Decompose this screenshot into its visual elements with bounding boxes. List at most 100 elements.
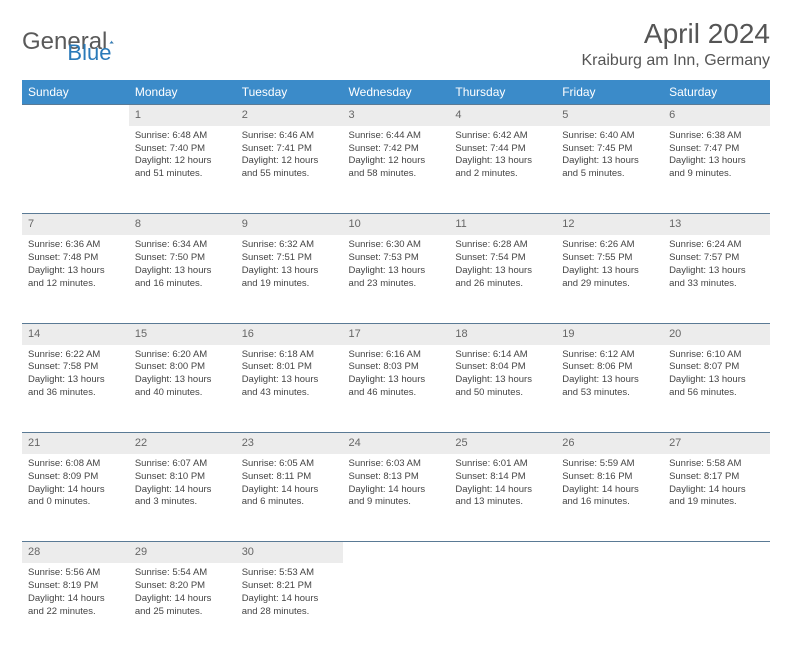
daylight-text: Daylight: 14 hours and 9 minutes. bbox=[349, 484, 444, 510]
sunrise-text: Sunrise: 6:10 AM bbox=[669, 349, 764, 362]
sunset-text: Sunset: 7:58 PM bbox=[28, 361, 123, 374]
weekday-header: Monday bbox=[129, 80, 236, 105]
week-row: Sunrise: 6:22 AMSunset: 7:58 PMDaylight:… bbox=[22, 345, 770, 433]
day-number: 19 bbox=[556, 323, 663, 344]
day-cell: Sunrise: 6:10 AMSunset: 8:07 PMDaylight:… bbox=[663, 345, 770, 433]
daylight-text: Daylight: 13 hours and 26 minutes. bbox=[455, 265, 550, 291]
daylight-text: Daylight: 14 hours and 16 minutes. bbox=[562, 484, 657, 510]
sunrise-text: Sunrise: 6:32 AM bbox=[242, 239, 337, 252]
day-cell: Sunrise: 6:08 AMSunset: 8:09 PMDaylight:… bbox=[22, 454, 129, 542]
day-number: 23 bbox=[236, 433, 343, 454]
sunrise-text: Sunrise: 6:16 AM bbox=[349, 349, 444, 362]
day-cell: Sunrise: 6:14 AMSunset: 8:04 PMDaylight:… bbox=[449, 345, 556, 433]
sunrise-text: Sunrise: 5:56 AM bbox=[28, 567, 123, 580]
day-number: 8 bbox=[129, 214, 236, 235]
daylight-text: Daylight: 13 hours and 36 minutes. bbox=[28, 374, 123, 400]
day-cell: Sunrise: 6:34 AMSunset: 7:50 PMDaylight:… bbox=[129, 235, 236, 323]
sunrise-text: Sunrise: 6:20 AM bbox=[135, 349, 230, 362]
day-number: 21 bbox=[22, 433, 129, 454]
weekday-header-row: SundayMondayTuesdayWednesdayThursdayFrid… bbox=[22, 80, 770, 105]
day-cell: Sunrise: 6:03 AMSunset: 8:13 PMDaylight:… bbox=[343, 454, 450, 542]
sunset-text: Sunset: 7:54 PM bbox=[455, 252, 550, 265]
sunrise-text: Sunrise: 5:59 AM bbox=[562, 458, 657, 471]
daylight-text: Daylight: 13 hours and 9 minutes. bbox=[669, 155, 764, 181]
sunset-text: Sunset: 8:01 PM bbox=[242, 361, 337, 374]
sunrise-text: Sunrise: 6:24 AM bbox=[669, 239, 764, 252]
day-number: 29 bbox=[129, 542, 236, 563]
day-cell: Sunrise: 6:38 AMSunset: 7:47 PMDaylight:… bbox=[663, 126, 770, 214]
sunset-text: Sunset: 7:50 PM bbox=[135, 252, 230, 265]
day-cell: Sunrise: 6:32 AMSunset: 7:51 PMDaylight:… bbox=[236, 235, 343, 323]
day-cell: Sunrise: 6:46 AMSunset: 7:41 PMDaylight:… bbox=[236, 126, 343, 214]
header: General Blue April 2024 Kraiburg am Inn,… bbox=[22, 18, 770, 70]
day-number-row: 21222324252627 bbox=[22, 433, 770, 454]
sunset-text: Sunset: 8:03 PM bbox=[349, 361, 444, 374]
day-number: 28 bbox=[22, 542, 129, 563]
day-number: 20 bbox=[663, 323, 770, 344]
logo: General Blue bbox=[22, 18, 111, 66]
day-number: 12 bbox=[556, 214, 663, 235]
day-number: 27 bbox=[663, 433, 770, 454]
daylight-text: Daylight: 13 hours and 46 minutes. bbox=[349, 374, 444, 400]
daylight-text: Daylight: 13 hours and 5 minutes. bbox=[562, 155, 657, 181]
sunrise-text: Sunrise: 6:42 AM bbox=[455, 130, 550, 143]
daylight-text: Daylight: 14 hours and 6 minutes. bbox=[242, 484, 337, 510]
sunrise-text: Sunrise: 6:36 AM bbox=[28, 239, 123, 252]
day-cell: Sunrise: 5:58 AMSunset: 8:17 PMDaylight:… bbox=[663, 454, 770, 542]
day-number bbox=[663, 542, 770, 563]
week-row: Sunrise: 6:36 AMSunset: 7:48 PM Daylight:… bbox=[22, 235, 770, 323]
sunrise-text: Sunrise: 6:03 AM bbox=[349, 458, 444, 471]
daylight-text: Daylight: 14 hours and 22 minutes. bbox=[28, 593, 123, 619]
sunrise-text: Sunrise: 6:34 AM bbox=[135, 239, 230, 252]
daylight-text: Daylight: 14 hours and 13 minutes. bbox=[455, 484, 550, 510]
sunrise-text: Sunrise: 6:08 AM bbox=[28, 458, 123, 471]
daylight-text: Daylight: 13 hours and 23 minutes. bbox=[349, 265, 444, 291]
sunrise-text: Sunrise: 6:46 AM bbox=[242, 130, 337, 143]
sunset-text: Sunset: 8:14 PM bbox=[455, 471, 550, 484]
sunset-text: Sunset: 7:51 PM bbox=[242, 252, 337, 265]
daylight-text: Daylight: 13 hours and 56 minutes. bbox=[669, 374, 764, 400]
daylight-text: Daylight: 14 hours and 28 minutes. bbox=[242, 593, 337, 619]
day-cell bbox=[556, 563, 663, 651]
day-number: 9 bbox=[236, 214, 343, 235]
day-cell: Sunrise: 5:59 AMSunset: 8:16 PMDaylight:… bbox=[556, 454, 663, 542]
weekday-header: Tuesday bbox=[236, 80, 343, 105]
day-number: 15 bbox=[129, 323, 236, 344]
day-number bbox=[449, 542, 556, 563]
sunset-text: Sunset: 7:44 PM bbox=[455, 143, 550, 156]
sunset-text: Sunset: 8:16 PM bbox=[562, 471, 657, 484]
daylight-text: Daylight: 13 hours and 43 minutes. bbox=[242, 374, 337, 400]
sunrise-text: Sunrise: 5:53 AM bbox=[242, 567, 337, 580]
daylight-text: Daylight: 13 hours and 33 minutes. bbox=[669, 265, 764, 291]
sunset-text: Sunset: 7:47 PM bbox=[669, 143, 764, 156]
sunset-text: Sunset: 7:48 PM bbox=[28, 252, 123, 265]
sunset-text: Sunset: 7:55 PM bbox=[562, 252, 657, 265]
day-cell: Sunrise: 6:48 AMSunset: 7:40 PMDaylight:… bbox=[129, 126, 236, 214]
day-number: 26 bbox=[556, 433, 663, 454]
location: Kraiburg am Inn, Germany bbox=[581, 52, 770, 70]
day-cell: Sunrise: 6:40 AMSunset: 7:45 PMDaylight:… bbox=[556, 126, 663, 214]
day-number: 13 bbox=[663, 214, 770, 235]
day-number-row: 78910111213 bbox=[22, 214, 770, 235]
day-number: 25 bbox=[449, 433, 556, 454]
day-number: 17 bbox=[343, 323, 450, 344]
day-number bbox=[22, 105, 129, 126]
day-number: 6 bbox=[663, 105, 770, 126]
daylight-text: Daylight: 13 hours and 53 minutes. bbox=[562, 374, 657, 400]
sunrise-text: Sunrise: 6:07 AM bbox=[135, 458, 230, 471]
day-number: 24 bbox=[343, 433, 450, 454]
sunrise-text: Sunrise: 6:30 AM bbox=[349, 239, 444, 252]
daylight-text: Daylight: 14 hours and 19 minutes. bbox=[669, 484, 764, 510]
sunset-text: Sunset: 8:09 PM bbox=[28, 471, 123, 484]
sunset-text: Sunset: 8:17 PM bbox=[669, 471, 764, 484]
day-number: 16 bbox=[236, 323, 343, 344]
sunrise-text: Sunrise: 6:12 AM bbox=[562, 349, 657, 362]
sunset-text: Sunset: 8:13 PM bbox=[349, 471, 444, 484]
daylight-text: Daylight: 13 hours and 19 minutes. bbox=[242, 265, 337, 291]
day-cell bbox=[449, 563, 556, 651]
day-number: 2 bbox=[236, 105, 343, 126]
day-cell: Sunrise: 6:01 AMSunset: 8:14 PMDaylight:… bbox=[449, 454, 556, 542]
weekday-header: Friday bbox=[556, 80, 663, 105]
sunset-text: Sunset: 8:11 PM bbox=[242, 471, 337, 484]
sunrise-text: Sunrise: 6:26 AM bbox=[562, 239, 657, 252]
